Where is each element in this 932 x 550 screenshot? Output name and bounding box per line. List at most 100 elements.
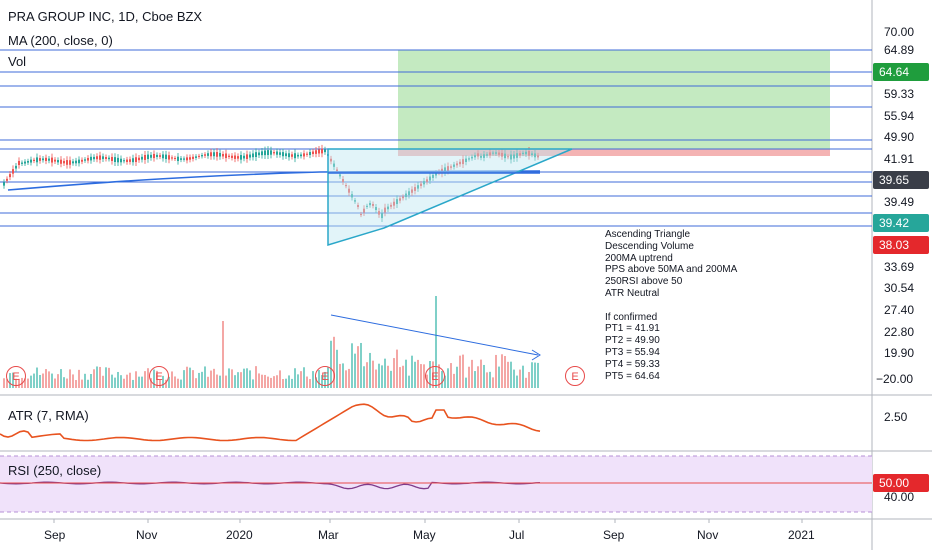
volume-bar xyxy=(282,379,284,388)
volume-bar xyxy=(285,378,287,388)
volume-bar xyxy=(204,366,206,388)
candle-body xyxy=(231,155,233,158)
volume-bar xyxy=(399,367,401,388)
candle-body xyxy=(390,204,392,207)
candle-body xyxy=(393,201,395,206)
volume-bar xyxy=(396,349,398,388)
volume-bar xyxy=(534,362,536,388)
volume-bar xyxy=(444,375,446,388)
volume-bar xyxy=(414,361,416,388)
price-label-19-90: 19.90 xyxy=(884,346,915,360)
candle-body xyxy=(222,153,224,157)
atr-axis-label: 2.50 xyxy=(884,410,908,424)
ma-legend[interactable]: MA (200, close, 0) xyxy=(8,33,113,48)
volume-bar xyxy=(297,374,299,388)
price-label-59-33: 59.33 xyxy=(884,87,915,101)
candle-body xyxy=(375,207,377,211)
candle-body xyxy=(498,152,500,155)
candle-body xyxy=(387,206,389,210)
volume-bar xyxy=(276,375,278,388)
volume-bar xyxy=(342,363,344,388)
candle-body xyxy=(255,152,257,158)
volume-bar xyxy=(72,374,74,388)
volume-bar xyxy=(435,296,437,388)
candle-body xyxy=(495,152,497,154)
volume-bar xyxy=(84,373,86,388)
earnings-marker[interactable]: E xyxy=(425,366,445,386)
note-line: PT3 = 55.94 xyxy=(605,346,660,358)
volume-bar xyxy=(378,363,380,388)
volume-bar xyxy=(63,377,65,388)
volume-bar xyxy=(300,371,302,388)
candle-body xyxy=(180,158,182,160)
volume-bar xyxy=(144,371,146,388)
volume-bar xyxy=(30,375,32,388)
volume-bar xyxy=(39,374,41,388)
candle-body xyxy=(348,188,350,193)
volume-bar xyxy=(492,377,494,388)
candle-body xyxy=(282,152,284,157)
candle-body xyxy=(345,185,347,187)
atr-legend[interactable]: ATR (7, RMA) xyxy=(8,408,89,423)
volume-bar xyxy=(381,365,383,388)
volume-bar xyxy=(102,375,104,388)
volume-bar xyxy=(132,379,134,388)
candle-body xyxy=(513,154,515,159)
volume-bar xyxy=(57,374,59,388)
earnings-marker[interactable]: E xyxy=(149,366,169,386)
candle-body xyxy=(477,153,479,157)
volume-bar xyxy=(42,373,44,388)
note-line: PT5 = 64.64 xyxy=(605,370,660,382)
volume-bar xyxy=(411,355,413,388)
candle-body xyxy=(303,153,305,157)
volume-bar xyxy=(90,373,92,388)
candle-body xyxy=(447,166,449,171)
rsi-legend[interactable]: RSI (250, close) xyxy=(8,463,102,478)
earnings-marker[interactable]: E xyxy=(565,366,585,386)
note-line: ATR Neutral xyxy=(605,287,660,299)
volume-bar xyxy=(171,371,173,388)
earnings-marker[interactable]: E xyxy=(315,366,335,386)
volume-bar xyxy=(201,371,203,388)
candle-body xyxy=(204,154,206,156)
volume-bar xyxy=(93,369,95,388)
candle-body xyxy=(198,155,200,157)
candle-body xyxy=(357,205,359,207)
candle-body xyxy=(321,148,323,154)
candle-body xyxy=(483,154,485,158)
volume-bar xyxy=(498,366,500,388)
candle-body xyxy=(330,158,332,162)
earnings-marker[interactable]: E xyxy=(6,366,26,386)
time-label-sep: Sep xyxy=(44,528,66,542)
candle-body xyxy=(144,154,146,160)
volume-bar xyxy=(336,349,338,388)
note-line: 200MA uptrend xyxy=(605,252,673,264)
volume-bar xyxy=(330,340,332,388)
volume-bar xyxy=(210,370,212,388)
candle-body xyxy=(60,159,62,164)
time-label-nov-2: Nov xyxy=(697,528,719,542)
volume-bar xyxy=(45,369,47,388)
price-label-30-54: 30.54 xyxy=(884,281,915,295)
vol-legend[interactable]: Vol xyxy=(8,54,27,69)
candle-body xyxy=(237,156,239,159)
volume-bar xyxy=(75,379,77,388)
candle-body xyxy=(315,150,317,154)
volume-bar xyxy=(267,376,269,388)
volume-bar xyxy=(312,371,314,388)
volume-bar xyxy=(354,353,356,388)
volume-bar xyxy=(390,370,392,388)
volume-bar xyxy=(357,346,359,388)
candle-body xyxy=(318,149,320,154)
candle-body xyxy=(120,158,122,163)
candle-body xyxy=(270,150,272,155)
volume-bar xyxy=(474,371,476,388)
price-label-49-90: 49.90 xyxy=(884,130,915,144)
candle-body xyxy=(39,158,41,161)
candle-body xyxy=(294,153,296,159)
volume-bar xyxy=(315,377,317,388)
candle-body xyxy=(12,169,14,174)
volume-bar xyxy=(360,342,362,388)
volume-bar xyxy=(339,363,341,388)
